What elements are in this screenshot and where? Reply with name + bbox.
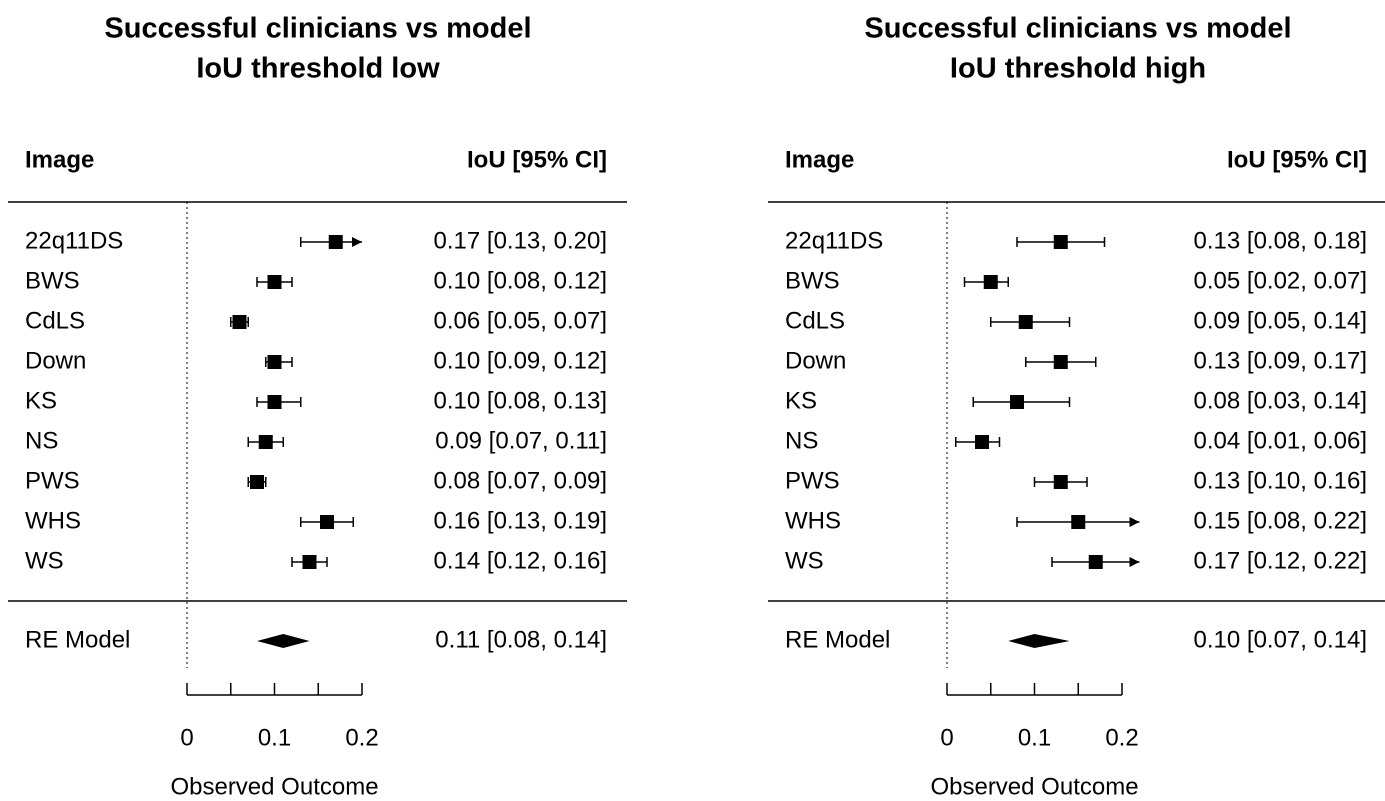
point-estimate: [1010, 395, 1024, 409]
x-tick-label: 0.1: [1018, 724, 1051, 751]
chart-title: Successful clinicians vs model: [104, 13, 531, 45]
point-estimate: [1053, 475, 1068, 489]
point-estimate: [267, 395, 282, 409]
row-label: Down: [785, 347, 846, 374]
value-label: 0.13 [0.08, 0.18]: [1194, 227, 1367, 254]
column-header: IoU [95% CI]: [467, 146, 607, 173]
point-estimate: [267, 355, 282, 369]
ci-arrow: [1129, 557, 1140, 567]
row-label: PWS: [785, 467, 840, 494]
value-label: 0.15 [0.08, 0.22]: [1194, 507, 1367, 534]
row-label: WS: [785, 547, 824, 574]
point-estimate: [250, 475, 264, 489]
value-label: 0.10 [0.08, 0.12]: [434, 267, 607, 294]
x-tick-label: 0: [940, 724, 953, 751]
row-label: KS: [25, 387, 57, 414]
point-estimate: [302, 555, 317, 569]
summary-diamond: [257, 634, 310, 648]
point-estimate: [1071, 515, 1086, 529]
point-estimate: [983, 275, 998, 289]
summary-label: RE Model: [785, 626, 890, 653]
x-tick-label: 0: [180, 724, 193, 751]
point-estimate: [1088, 555, 1103, 569]
x-tick-label: 0.2: [345, 724, 378, 751]
value-label: 0.05 [0.02, 0.07]: [1194, 267, 1367, 294]
point-estimate: [975, 435, 989, 449]
column-header: Image: [25, 146, 94, 173]
row-label: BWS: [785, 267, 840, 294]
summary-value-label: 0.11 [0.08, 0.14]: [435, 626, 607, 653]
value-label: 0.17 [0.13, 0.20]: [434, 227, 607, 254]
row-label: NS: [25, 427, 58, 454]
column-header: Image: [785, 146, 854, 173]
value-label: 0.14 [0.12, 0.16]: [434, 547, 607, 574]
row-label: PWS: [25, 467, 80, 494]
value-label: 0.08 [0.07, 0.09]: [434, 467, 607, 494]
ci-arrow: [352, 237, 362, 247]
point-estimate: [267, 275, 282, 289]
chart-title: IoU threshold low: [196, 53, 440, 85]
x-axis-label: Observed Outcome: [170, 773, 378, 800]
row-label: Down: [25, 347, 86, 374]
chart-title: IoU threshold high: [950, 53, 1206, 85]
column-header: IoU [95% CI]: [1227, 146, 1367, 173]
forest-panel: Successful clinicians vs model IoU thresh…: [8, 13, 627, 800]
summary-value-label: 0.10 [0.07, 0.14]: [1194, 626, 1367, 653]
ci-arrow: [1129, 517, 1140, 527]
value-label: 0.10 [0.08, 0.13]: [434, 387, 607, 414]
row-label: WS: [25, 547, 64, 574]
value-label: 0.09 [0.07, 0.11]: [435, 427, 607, 454]
value-label: 0.09 [0.05, 0.14]: [1194, 307, 1367, 334]
forest-panel: Successful clinicians vs model IoU thresh…: [768, 13, 1385, 800]
x-axis-label: Observed Outcome: [930, 773, 1138, 800]
point-estimate: [320, 515, 334, 529]
value-label: 0.16 [0.13, 0.19]: [434, 507, 607, 534]
point-estimate: [1053, 355, 1068, 369]
value-label: 0.13 [0.09, 0.17]: [1194, 347, 1367, 374]
point-estimate: [232, 315, 247, 329]
row-label: BWS: [25, 267, 80, 294]
summary-label: RE Model: [25, 626, 130, 653]
row-label: WHS: [25, 507, 81, 534]
point-estimate: [328, 235, 343, 249]
point-estimate: [258, 435, 273, 449]
row-label: 22q11DS: [25, 227, 123, 254]
row-label: CdLS: [25, 307, 85, 334]
value-label: 0.08 [0.03, 0.14]: [1194, 387, 1367, 414]
row-label: KS: [785, 387, 817, 414]
summary-diamond: [1008, 634, 1070, 648]
point-estimate: [1018, 315, 1033, 329]
value-label: 0.04 [0.01, 0.06]: [1194, 427, 1367, 454]
row-label: 22q11DS: [785, 227, 883, 254]
point-estimate: [1053, 235, 1068, 249]
value-label: 0.10 [0.09, 0.12]: [434, 347, 607, 374]
value-label: 0.13 [0.10, 0.16]: [1194, 467, 1367, 494]
value-label: 0.17 [0.12, 0.22]: [1194, 547, 1367, 574]
x-tick-label: 0.2: [1105, 724, 1138, 751]
chart-title: Successful clinicians vs model: [864, 13, 1291, 45]
value-label: 0.06 [0.05, 0.07]: [434, 307, 607, 334]
row-label: NS: [785, 427, 818, 454]
row-label: WHS: [785, 507, 841, 534]
x-tick-label: 0.1: [258, 724, 291, 751]
row-label: CdLS: [785, 307, 845, 334]
